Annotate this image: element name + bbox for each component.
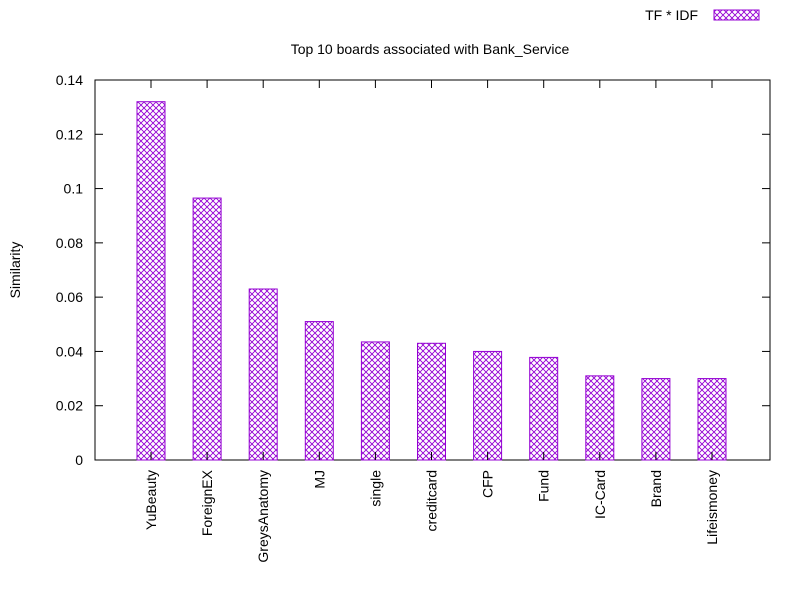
y-tick-label: 0.06 (56, 289, 83, 305)
bar (136, 101, 166, 461)
y-axis-label: Similarity (7, 242, 23, 299)
y-tick-label: 0.14 (56, 72, 83, 88)
x-tick-label: Lifeismoney (704, 470, 720, 545)
bar (529, 356, 559, 461)
x-tick-label: YuBeauty (143, 470, 159, 530)
bar (697, 378, 727, 461)
bar (585, 375, 615, 461)
x-tick-label: MJ (311, 470, 327, 489)
y-tick-label: 0.04 (56, 343, 83, 359)
x-tick-label: GreysAnatomy (255, 470, 271, 563)
x-tick-label: IC-Card (592, 470, 608, 519)
y-tick-label: 0.1 (64, 181, 84, 197)
bar (304, 321, 334, 461)
y-tick-label: 0 (75, 452, 83, 468)
bar (192, 197, 222, 461)
legend-series-label: TF * IDF (645, 7, 698, 23)
x-tick-label: Brand (648, 470, 664, 507)
chart-title: Top 10 boards associated with Bank_Servi… (291, 41, 570, 57)
y-tick-label: 0.12 (56, 126, 83, 142)
y-tick-label: 0.08 (56, 235, 83, 251)
x-tick-label: creditcard (424, 470, 440, 531)
bar (248, 288, 278, 461)
y-tick-label: 0.02 (56, 398, 83, 414)
legend-swatch (713, 9, 760, 21)
legend: TF * IDF (645, 7, 760, 23)
bar (641, 378, 671, 461)
x-tick-label: CFP (480, 470, 496, 498)
x-tick-label: Fund (536, 470, 552, 502)
bar (360, 341, 390, 461)
x-tick-label: single (367, 470, 383, 507)
bar (417, 342, 446, 461)
x-tick-label: ForeignEX (199, 469, 215, 536)
bar (473, 350, 503, 461)
